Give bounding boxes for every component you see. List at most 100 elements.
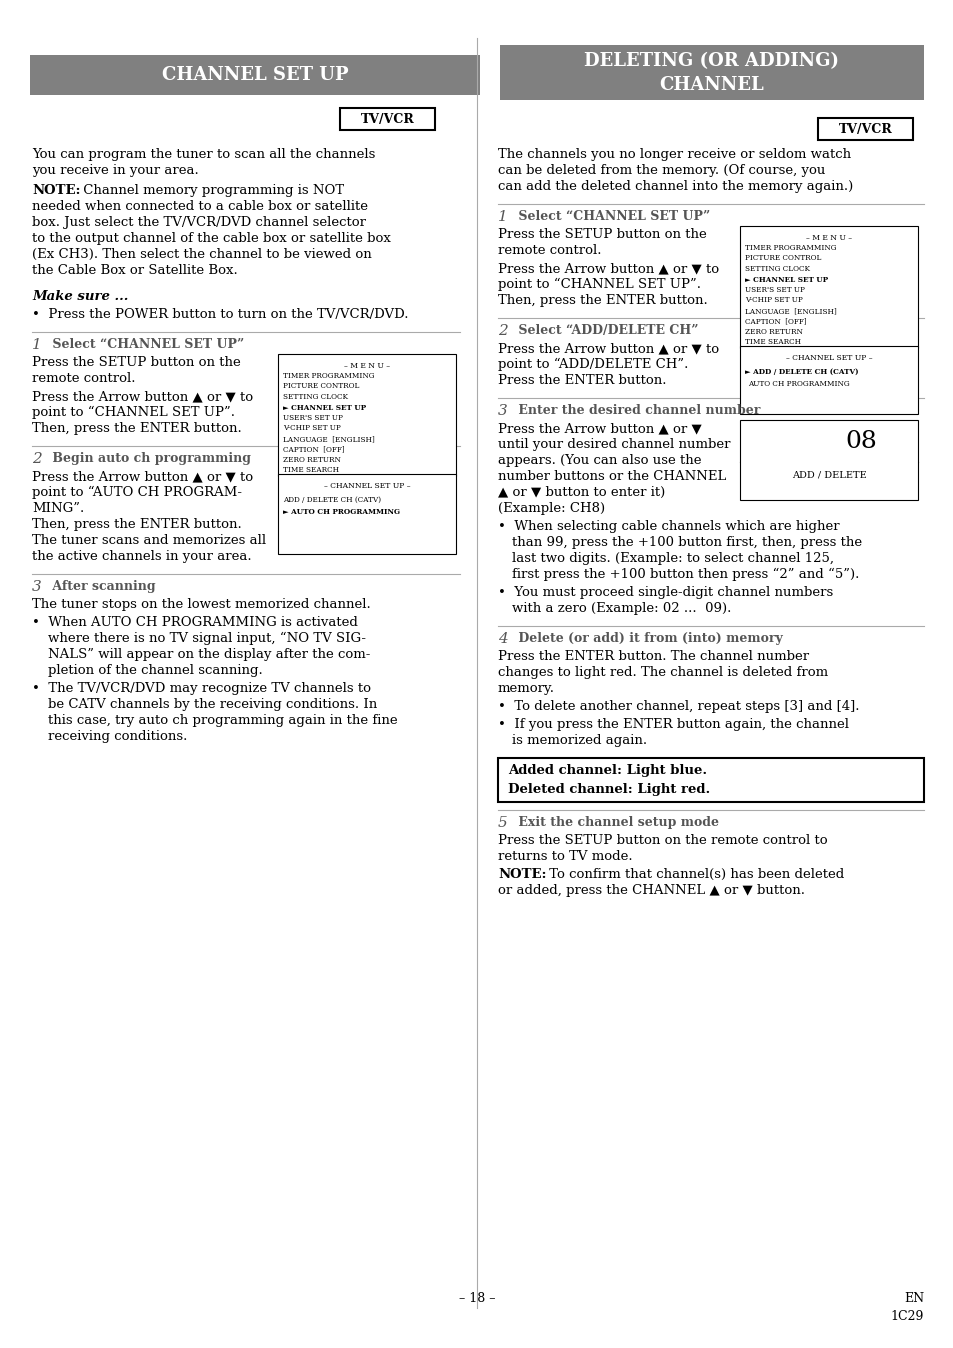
Text: remote control.: remote control. [497, 244, 601, 257]
Text: The channels you no longer receive or seldom watch: The channels you no longer receive or se… [497, 148, 850, 160]
Text: Press the Arrow button ▲ or ▼ to: Press the Arrow button ▲ or ▼ to [32, 470, 253, 483]
Text: Press the Arrow button ▲ or ▼ to: Press the Arrow button ▲ or ▼ to [497, 262, 719, 275]
Bar [499, 44, 923, 100]
Text: Press the Arrow button ▲ or ▼ to: Press the Arrow button ▲ or ▼ to [497, 342, 719, 355]
Text: ► CHANNEL SET UP: ► CHANNEL SET UP [744, 275, 827, 283]
Text: ADD / DELETE: ADD / DELETE [791, 470, 865, 480]
Text: LANGUAGE  [ENGLISH]: LANGUAGE [ENGLISH] [283, 435, 375, 443]
Text: can add the deleted channel into the memory again.): can add the deleted channel into the mem… [497, 181, 852, 193]
Text: TIMER PROGRAMMING: TIMER PROGRAMMING [744, 244, 836, 252]
Text: ► AUTO CH PROGRAMMING: ► AUTO CH PROGRAMMING [283, 508, 399, 516]
Text: 3: 3 [497, 404, 507, 418]
Text: than 99, press the +100 button first, then, press the: than 99, press the +100 button first, th… [512, 537, 862, 549]
Text: Added channel: Light blue.: Added channel: Light blue. [507, 764, 706, 776]
Text: To confirm that channel(s) has been deleted: To confirm that channel(s) has been dele… [544, 868, 843, 882]
Text: ZERO RETURN: ZERO RETURN [744, 328, 802, 336]
Text: ► CHANNEL SET UP: ► CHANNEL SET UP [283, 403, 366, 411]
Text: point to “ADD/DELETE CH”.: point to “ADD/DELETE CH”. [497, 359, 688, 371]
Text: MING”.: MING”. [32, 501, 84, 515]
Text: where there is no TV signal input, “NO TV SIG-: where there is no TV signal input, “NO T… [48, 632, 366, 646]
Text: changes to light red. The channel is deleted from: changes to light red. The channel is del… [497, 666, 827, 679]
Text: the active channels in your area.: the active channels in your area. [32, 550, 252, 563]
Bar [339, 108, 435, 129]
Text: Make sure ...: Make sure ... [32, 290, 129, 303]
Text: TV/VCR: TV/VCR [838, 123, 891, 136]
Text: SETTING CLOCK: SETTING CLOCK [744, 266, 809, 274]
Text: •  To delete another channel, repeat steps [3] and [4].: • To delete another channel, repeat step… [497, 700, 859, 713]
Text: V-CHIP SET UP: V-CHIP SET UP [283, 425, 340, 433]
Text: NOTE:: NOTE: [32, 183, 80, 197]
Text: needed when connected to a cable box or satellite: needed when connected to a cable box or … [32, 200, 368, 213]
Text: USER'S SET UP: USER'S SET UP [744, 286, 804, 294]
Text: can be deleted from the memory. (Of course, you: can be deleted from the memory. (Of cour… [497, 164, 824, 177]
Text: to the output channel of the cable box or satellite box: to the output channel of the cable box o… [32, 232, 391, 245]
Text: Deleted channel: Light red.: Deleted channel: Light red. [507, 783, 709, 797]
Text: PICTURE CONTROL: PICTURE CONTROL [744, 255, 821, 263]
Text: Press the SETUP button on the: Press the SETUP button on the [497, 228, 706, 241]
Text: – CHANNEL SET UP –: – CHANNEL SET UP – [323, 483, 410, 491]
Text: CHANNEL SET UP: CHANNEL SET UP [161, 66, 348, 84]
Bar [497, 758, 923, 802]
Text: memory.: memory. [497, 682, 555, 696]
Text: the Cable Box or Satellite Box.: the Cable Box or Satellite Box. [32, 264, 237, 276]
Text: CAPTION  [OFF]: CAPTION [OFF] [283, 445, 344, 453]
Text: Press the Arrow button ▲ or ▼: Press the Arrow button ▲ or ▼ [497, 422, 701, 435]
Text: 08: 08 [844, 430, 876, 453]
Text: Select “CHANNEL SET UP”: Select “CHANNEL SET UP” [48, 338, 244, 350]
Text: Exit the channel setup mode: Exit the channel setup mode [514, 816, 719, 829]
Text: first press the +100 button then press “2” and “5”).: first press the +100 button then press “… [512, 568, 859, 581]
Text: After scanning: After scanning [48, 580, 155, 593]
Text: Press the SETUP button on the remote control to: Press the SETUP button on the remote con… [497, 834, 827, 847]
Text: 4: 4 [497, 632, 507, 646]
Bar [30, 55, 479, 94]
Text: EN: EN [902, 1291, 923, 1305]
Text: 5: 5 [497, 816, 507, 830]
Text: Then, press the ENTER button.: Then, press the ENTER button. [32, 422, 241, 435]
Text: 1: 1 [32, 338, 42, 352]
Text: 1C29: 1C29 [890, 1309, 923, 1322]
Text: until your desired channel number: until your desired channel number [497, 438, 730, 452]
Text: The tuner stops on the lowest memorized channel.: The tuner stops on the lowest memorized … [32, 599, 371, 611]
Text: ▲ or ▼ button to enter it): ▲ or ▼ button to enter it) [497, 487, 664, 499]
Text: last two digits. (Example: to select channel 125,: last two digits. (Example: to select cha… [512, 551, 833, 565]
Text: box. Just select the TV/VCR/DVD channel selector: box. Just select the TV/VCR/DVD channel … [32, 216, 366, 229]
Text: receiving conditions.: receiving conditions. [48, 731, 187, 743]
Text: •  When selecting cable channels which are higher: • When selecting cable channels which ar… [497, 520, 839, 532]
Text: You can program the tuner to scan all the channels: You can program the tuner to scan all th… [32, 148, 375, 160]
Bar [277, 474, 456, 554]
Text: Then, press the ENTER button.: Then, press the ENTER button. [497, 294, 707, 307]
Text: – M E N U –: – M E N U – [805, 235, 851, 243]
Text: Channel memory programming is NOT: Channel memory programming is NOT [79, 183, 344, 197]
Bar [817, 119, 912, 140]
Text: point to “CHANNEL SET UP”.: point to “CHANNEL SET UP”. [497, 278, 700, 291]
Text: 1: 1 [497, 210, 507, 224]
Text: SETTING CLOCK: SETTING CLOCK [283, 394, 348, 400]
Text: (Example: CH8): (Example: CH8) [497, 501, 604, 515]
Text: 2: 2 [32, 452, 42, 466]
Text: be CATV channels by the receiving conditions. In: be CATV channels by the receiving condit… [48, 698, 376, 710]
Text: this case, try auto ch programming again in the fine: this case, try auto ch programming again… [48, 714, 397, 727]
Text: Begin auto ch programming: Begin auto ch programming [48, 452, 251, 465]
Text: (Ex CH3). Then select the channel to be viewed on: (Ex CH3). Then select the channel to be … [32, 248, 372, 262]
Text: USER'S SET UP: USER'S SET UP [283, 414, 342, 422]
Text: remote control.: remote control. [32, 372, 135, 386]
Text: AUTO CH PROGRAMMING: AUTO CH PROGRAMMING [747, 380, 849, 388]
Text: – M E N U –: – M E N U – [344, 363, 390, 369]
Text: Press the ENTER button. The channel number: Press the ENTER button. The channel numb… [497, 650, 808, 663]
Text: TIME SEARCH: TIME SEARCH [744, 338, 801, 346]
Bar [740, 346, 917, 414]
Text: TV/VCR: TV/VCR [360, 112, 414, 125]
Text: returns to TV mode.: returns to TV mode. [497, 851, 632, 863]
Text: Select “ADD/DELETE CH”: Select “ADD/DELETE CH” [514, 324, 698, 337]
Text: The tuner scans and memorizes all: The tuner scans and memorizes all [32, 534, 266, 547]
Text: NALS” will appear on the display after the com-: NALS” will appear on the display after t… [48, 648, 370, 661]
Text: 3: 3 [32, 580, 42, 594]
Text: •  You must proceed single-digit channel numbers: • You must proceed single-digit channel … [497, 586, 832, 599]
Text: with a zero (Example: 02 ...  09).: with a zero (Example: 02 ... 09). [512, 603, 731, 615]
Text: •  If you press the ENTER button again, the channel: • If you press the ENTER button again, t… [497, 718, 848, 731]
Bar [277, 355, 456, 476]
Text: you receive in your area.: you receive in your area. [32, 164, 198, 177]
Text: – CHANNEL SET UP –: – CHANNEL SET UP – [785, 355, 871, 363]
Text: CAPTION  [OFF]: CAPTION [OFF] [744, 318, 806, 325]
Text: •  The TV/VCR/DVD may recognize TV channels to: • The TV/VCR/DVD may recognize TV channe… [32, 682, 371, 696]
